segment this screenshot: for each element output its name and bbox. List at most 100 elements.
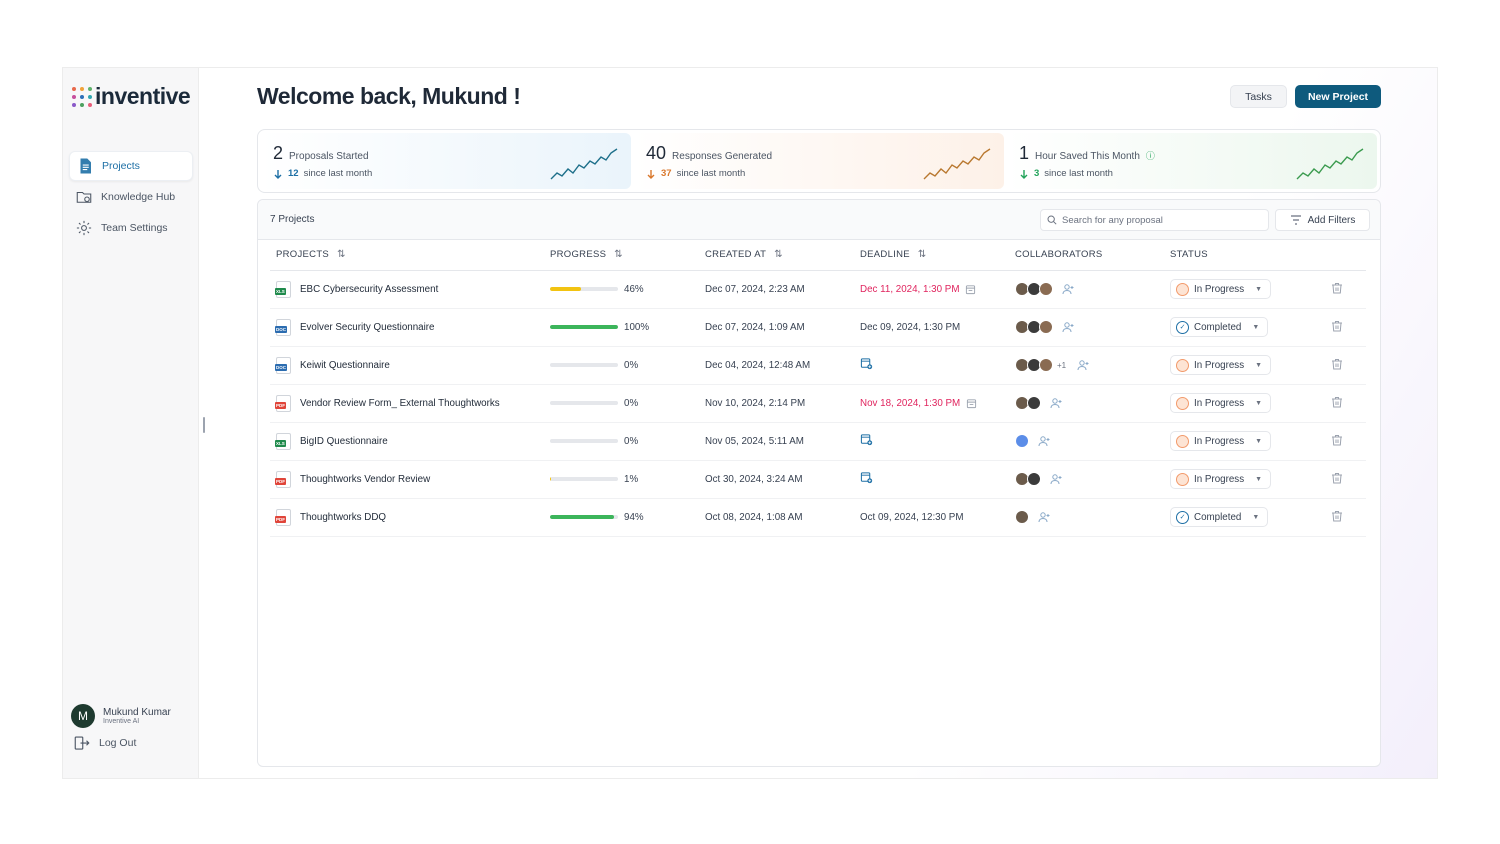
table-row[interactable]: PDF Thoughtworks DDQ 94% Oct 08, 2024, 1:08… — [270, 498, 1366, 537]
collaborators — [1015, 282, 1170, 296]
tasks-button[interactable]: Tasks — [1230, 85, 1287, 108]
trash-icon[interactable] — [1330, 395, 1344, 409]
brand-name: inventive — [95, 83, 191, 109]
add-user-icon[interactable] — [1061, 282, 1075, 296]
sort-icon[interactable]: ⇅ — [614, 249, 623, 261]
table-row[interactable]: PDF Vendor Review Form_ External Thoughtw… — [270, 384, 1366, 423]
collaborator-avatar[interactable] — [1039, 358, 1053, 372]
column-header-projects[interactable]: PROJECTS ⇅ — [270, 240, 550, 271]
created-at: Dec 04, 2024, 12:48 AM — [705, 359, 811, 371]
status-dropdown[interactable]: In Progress ▼ — [1170, 469, 1272, 489]
table-row[interactable]: DOC Evolver Security Questionnaire 100% Dec… — [270, 308, 1366, 347]
trash-icon[interactable] — [1330, 471, 1344, 485]
chevron-down-icon: ▼ — [1255, 399, 1263, 407]
table-header-row: PROJECTS ⇅ PROGRESS ⇅ CREATED AT ⇅ DEADLINE… — [270, 240, 1366, 271]
calendar-icon[interactable] — [965, 284, 976, 295]
sidebar-item-team-settings[interactable]: Team Settings — [69, 213, 193, 243]
logout-button[interactable]: Log Out — [73, 734, 136, 752]
progress-bar — [550, 439, 618, 443]
collaborator-avatar[interactable] — [1027, 396, 1041, 410]
progress-value: 94% — [624, 511, 644, 523]
sidebar-item-projects[interactable]: Projects — [69, 151, 193, 181]
collaborator-avatar[interactable] — [1027, 472, 1041, 486]
in-progress-icon — [1176, 282, 1189, 296]
table-row[interactable]: DOC Keiwit Questionnaire 0% Dec 04, 2024, 1… — [270, 346, 1366, 385]
table-row[interactable]: PDF Thoughtworks Vendor Review 1% Oct 30, 2… — [270, 460, 1366, 499]
collaborator-avatar[interactable] — [1039, 282, 1053, 296]
set-deadline-icon[interactable] — [860, 433, 873, 446]
calendar-icon[interactable] — [966, 398, 977, 409]
collaborator-avatar[interactable] — [1015, 510, 1029, 524]
add-user-icon[interactable] — [1061, 320, 1075, 334]
set-deadline-icon[interactable] — [860, 357, 873, 370]
add-user-icon[interactable] — [1037, 510, 1051, 524]
collaborators — [1015, 320, 1170, 334]
collaborator-avatar[interactable] — [1015, 434, 1029, 448]
column-header-created[interactable]: CREATED AT ⇅ — [705, 240, 860, 271]
table-row[interactable]: XLS EBC Cybersecurity Assessment 46% Dec 07… — [270, 270, 1366, 309]
trash-icon[interactable] — [1330, 433, 1344, 447]
sidebar-item-knowledge-hub[interactable]: Knowledge Hub — [69, 182, 193, 212]
project-name[interactable]: BigID Questionnaire — [300, 435, 388, 447]
stat-card-proposals: 2 Proposals Started 12 since last month — [261, 133, 631, 189]
sort-icon[interactable]: ⇅ — [774, 249, 783, 261]
add-user-icon[interactable] — [1049, 396, 1063, 410]
status-dropdown[interactable]: In Progress ▼ — [1170, 431, 1272, 451]
created-at: Oct 08, 2024, 1:08 AM — [705, 511, 803, 523]
sidebar-item-label: Knowledge Hub — [101, 191, 176, 203]
set-deadline-icon[interactable] — [860, 471, 873, 484]
in-progress-icon — [1176, 358, 1189, 372]
doc-file-icon: DOC — [275, 318, 291, 336]
chevron-down-icon: ▼ — [1252, 513, 1260, 521]
deadline-text: Oct 09, 2024, 12:30 PM — [860, 511, 964, 523]
table-row[interactable]: XLS BigID Questionnaire 0% Nov 05, 2024, 5:… — [270, 422, 1366, 461]
collaborators — [1015, 472, 1170, 486]
created-at: Oct 30, 2024, 3:24 AM — [705, 473, 803, 485]
column-header-progress[interactable]: PROGRESS ⇅ — [550, 240, 705, 271]
info-icon[interactable]: ⓘ — [1145, 151, 1155, 161]
progress-bar — [550, 515, 618, 519]
project-name[interactable]: Vendor Review Form_ External Thoughtwork… — [300, 397, 500, 409]
project-name[interactable]: Evolver Security Questionnaire — [300, 321, 435, 333]
sort-icon[interactable]: ⇅ — [337, 249, 346, 261]
logout-label: Log Out — [99, 737, 137, 749]
gear-icon — [75, 219, 93, 237]
status-dropdown[interactable]: In Progress ▼ — [1170, 355, 1272, 375]
add-user-icon[interactable] — [1037, 434, 1051, 448]
progress-value: 0% — [624, 435, 639, 447]
more-collaborators[interactable]: +1 — [1057, 360, 1067, 370]
stat-delta-text: since last month — [303, 168, 373, 179]
project-name[interactable]: EBC Cybersecurity Assessment — [300, 283, 439, 295]
stats-bar: 2 Proposals Started 12 since last month … — [257, 129, 1381, 193]
sidebar-resize-handle[interactable] — [203, 417, 205, 433]
search-input[interactable]: Search for any proposal — [1040, 209, 1269, 231]
add-user-icon[interactable] — [1076, 358, 1090, 372]
stat-delta: 37 — [661, 168, 672, 179]
column-header-deadline[interactable]: DEADLINE ⇅ — [860, 240, 1015, 271]
collaborators — [1015, 396, 1170, 410]
new-project-button[interactable]: New Project — [1295, 85, 1381, 108]
stat-label: Hour Saved This Month — [1035, 151, 1140, 162]
trash-icon[interactable] — [1330, 509, 1344, 523]
collaborator-avatar[interactable] — [1039, 320, 1053, 334]
brand-logo[interactable]: inventive — [72, 83, 191, 110]
project-name[interactable]: Keiwit Questionnaire — [300, 359, 390, 371]
user-profile[interactable]: M Mukund Kumar Inventive AI — [71, 704, 171, 728]
add-filters-button[interactable]: Add Filters — [1275, 209, 1370, 231]
logo-mark-icon — [72, 86, 92, 107]
trash-icon[interactable] — [1330, 357, 1344, 371]
trash-icon[interactable] — [1330, 281, 1344, 295]
status-dropdown[interactable]: In Progress ▼ — [1170, 279, 1272, 299]
trash-icon[interactable] — [1330, 319, 1344, 333]
completed-icon: ✓ — [1176, 510, 1189, 524]
stat-delta-text: since last month — [1044, 168, 1113, 179]
status-dropdown[interactable]: ✓ Completed ▼ — [1170, 317, 1269, 337]
add-user-icon[interactable] — [1049, 472, 1063, 486]
project-name[interactable]: Thoughtworks DDQ — [300, 511, 387, 523]
project-name[interactable]: Thoughtworks Vendor Review — [300, 473, 431, 485]
sort-icon[interactable]: ⇅ — [917, 249, 927, 261]
status-dropdown[interactable]: ✓ Completed ▼ — [1170, 507, 1269, 527]
progress-value: 0% — [624, 359, 639, 371]
file-type-label: XLS — [275, 287, 286, 295]
status-dropdown[interactable]: In Progress ▼ — [1170, 393, 1272, 413]
